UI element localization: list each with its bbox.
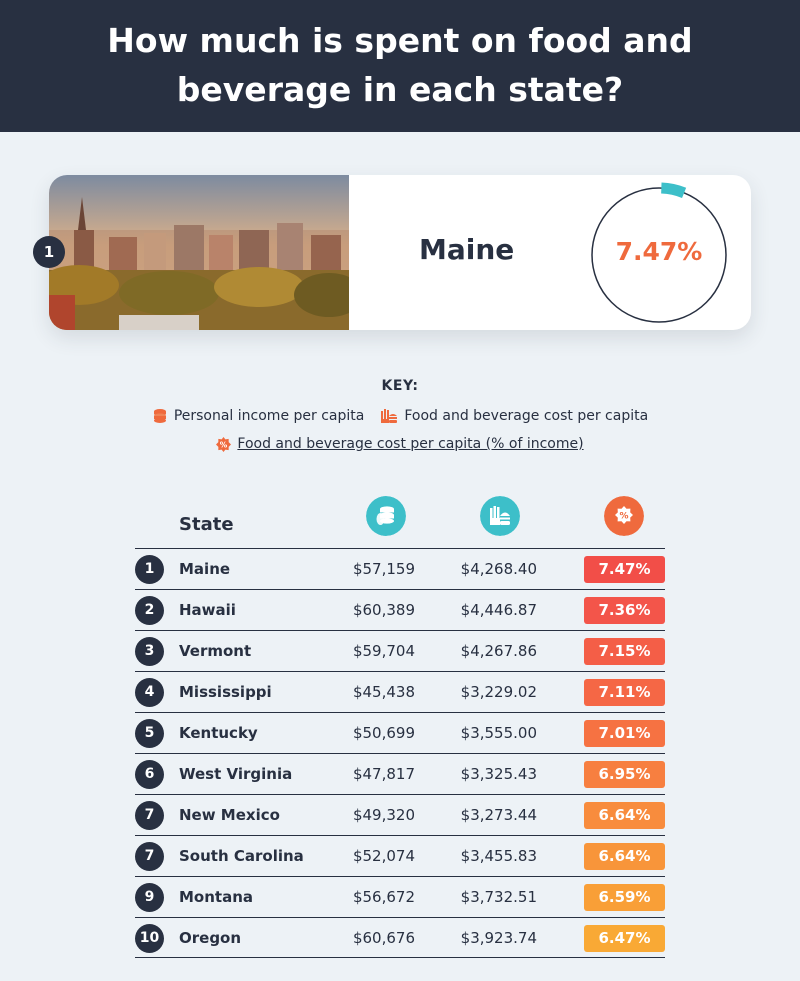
rank-badge: 2 [135, 596, 164, 625]
featured-percent: 7.47% [615, 237, 703, 266]
percent-value: 6.59% [584, 884, 665, 911]
coins-icon [366, 496, 406, 536]
key-item-food: Food and beverage cost per capita [380, 408, 648, 424]
featured-card: Maine 7.47% [49, 175, 751, 330]
ranking-table: 1 Maine $57,159 $4,268.40 7.47% 2 Hawaii $60,38… [135, 548, 665, 958]
key-row: Personal income per capita Food and beve… [0, 408, 800, 424]
state-name: Maine [179, 560, 231, 578]
city-photo [49, 175, 349, 330]
key-income-label: Personal income per capita [173, 408, 365, 424]
state-name: Mississippi [179, 683, 272, 701]
percent-value: 6.95% [584, 761, 665, 788]
table-row: 3 Vermont $59,704 $4,267.86 7.15% [135, 630, 665, 671]
rank-badge: 4 [135, 678, 164, 707]
rank-badge: 7 [135, 842, 164, 871]
rank-badge: 1 [135, 555, 164, 584]
header: How much is spent on food and beverage i… [0, 0, 800, 132]
percent-value: 7.11% [584, 679, 665, 706]
state-name: Hawaii [179, 601, 236, 619]
key-row: % Food and beverage cost per capita (% o… [0, 436, 800, 452]
rank-badge: 10 [135, 924, 164, 953]
rank-badge: 9 [135, 883, 164, 912]
percent-value: 7.15% [584, 638, 665, 665]
state-name: West Virginia [179, 765, 293, 783]
table-row: 2 Hawaii $60,389 $4,446.87 7.36% [135, 589, 665, 630]
featured-state: Maine [419, 233, 515, 266]
rank-badge: 6 [135, 760, 164, 789]
income-value: $52,074 [352, 847, 415, 865]
percent-value: 7.01% [584, 720, 665, 747]
state-name: South Carolina [179, 847, 304, 865]
svg-text:%: % [619, 512, 628, 522]
percent-value: 7.36% [584, 597, 665, 624]
rank-badge: 7 [135, 801, 164, 830]
food-cost-value: $4,446.87 [460, 601, 537, 619]
key-item-income: Personal income per capita [152, 408, 365, 424]
featured-rank-badge: 1 [33, 236, 65, 268]
key-item-percent: % Food and beverage cost per capita (% o… [216, 436, 584, 452]
state-name: Oregon [179, 929, 242, 947]
food-cost-value: $4,267.86 [460, 642, 537, 660]
state-name: Vermont [179, 642, 252, 660]
key-title: KEY: [381, 378, 419, 394]
food-cost-value: $4,268.40 [460, 560, 537, 578]
food-cost-value: $3,273.44 [460, 806, 537, 824]
key-food-label: Food and beverage cost per capita [404, 408, 649, 424]
burger-fries-icon [480, 496, 520, 536]
income-value: $47,817 [352, 765, 415, 783]
income-value: $60,676 [352, 929, 415, 947]
table-row: 7 South Carolina $52,074 $3,455.83 6.64% [135, 835, 665, 876]
income-value: $57,159 [352, 560, 415, 578]
burger-fries-icon [381, 409, 398, 423]
percent-value: 6.47% [584, 925, 665, 952]
state-name: New Mexico [179, 806, 280, 824]
income-value: $45,438 [352, 683, 415, 701]
table-row: 1 Maine $57,159 $4,268.40 7.47% [135, 548, 665, 589]
state-name: Montana [179, 888, 254, 906]
income-value: $60,389 [352, 601, 415, 619]
percent-value: 7.47% [584, 556, 665, 583]
table-row: 10 Oregon $60,676 $3,923.74 6.47% [135, 917, 665, 958]
percent-ring [591, 182, 727, 323]
income-value: $50,699 [352, 724, 415, 742]
food-cost-value: $3,555.00 [460, 724, 537, 742]
svg-text:%: % [220, 440, 228, 449]
state-column-header: State [179, 514, 234, 535]
percent-value: 6.64% [584, 843, 665, 870]
percent-badge-icon: % [216, 436, 232, 452]
percent-badge-icon: % [604, 496, 644, 536]
rank-badge: 5 [135, 719, 164, 748]
state-name: Kentucky [179, 724, 258, 742]
table-row: 4 Mississippi $45,438 $3,229.02 7.11% [135, 671, 665, 712]
income-value: $59,704 [352, 642, 415, 660]
page-title: How much is spent on food and beverage i… [107, 21, 693, 109]
rank-badge: 3 [135, 637, 164, 666]
income-value: $49,320 [352, 806, 415, 824]
percent-value: 6.64% [584, 802, 665, 829]
income-value: $56,672 [352, 888, 415, 906]
table-row: 6 West Virginia $47,817 $3,325.43 6.95% [135, 753, 665, 794]
food-cost-value: $3,325.43 [460, 765, 537, 783]
food-cost-value: $3,229.02 [460, 683, 537, 701]
food-cost-value: $3,923.74 [460, 929, 537, 947]
table-row: 5 Kentucky $50,699 $3,555.00 7.01% [135, 712, 665, 753]
table-row: 9 Montana $56,672 $3,732.51 6.59% [135, 876, 665, 917]
key-percent-label: Food and beverage cost per capita (% of … [237, 436, 584, 452]
food-cost-value: $3,732.51 [460, 888, 537, 906]
table-row: 7 New Mexico $49,320 $3,273.44 6.64% [135, 794, 665, 835]
food-cost-value: $3,455.83 [460, 847, 537, 865]
coins-icon [153, 409, 166, 423]
